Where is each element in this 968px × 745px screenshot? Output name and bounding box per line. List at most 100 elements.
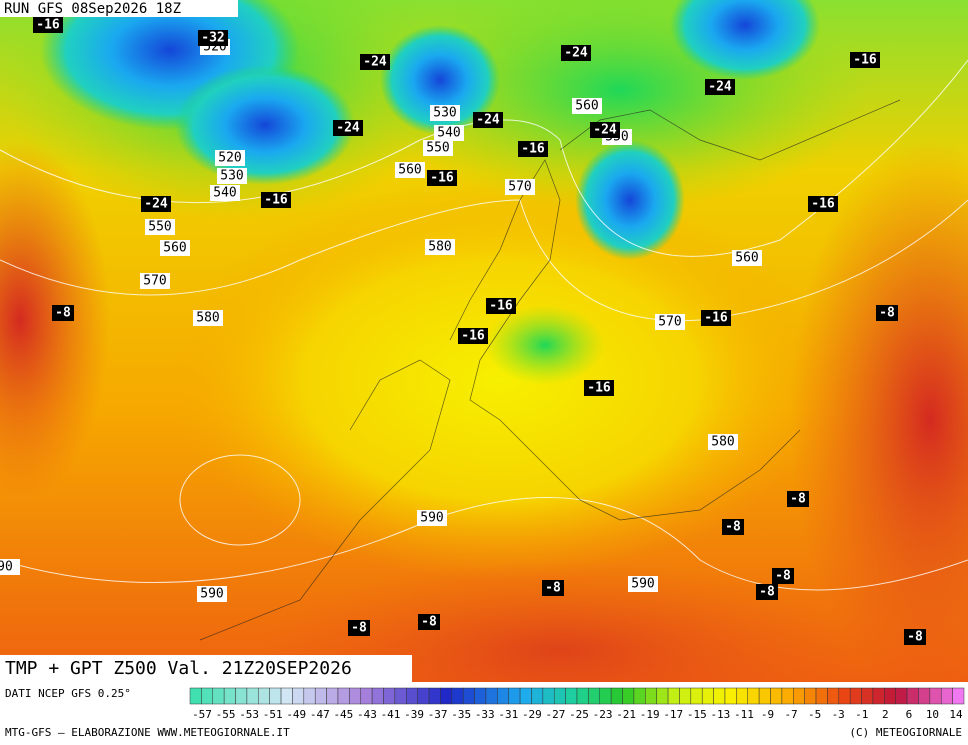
legend-tick-label: -7: [784, 708, 797, 721]
temp-label-bg: [141, 196, 171, 212]
legend-swatch: [918, 687, 931, 705]
height-label: 540: [437, 126, 460, 141]
height-label: 570: [508, 180, 531, 195]
temp-label-bg: [590, 122, 620, 138]
height-label-bg: [655, 314, 685, 330]
legend-swatch: [246, 687, 259, 705]
legend-swatch: [815, 687, 828, 705]
legend-tick-label: -27: [546, 708, 566, 721]
legend-swatch: [588, 687, 601, 705]
legend-swatch: [667, 687, 680, 705]
legend-tick-label: -53: [239, 708, 259, 721]
temp-label: -24: [564, 46, 588, 61]
temp-label: -16: [853, 53, 877, 68]
height-label-bg: [732, 250, 762, 266]
height-label: 560: [575, 99, 598, 114]
legend-tick-label: -55: [216, 708, 236, 721]
legend-tick-label: 14: [949, 708, 963, 721]
legend-tick-label: -3: [832, 708, 845, 721]
height-label: 540: [213, 186, 236, 201]
height-label-bg: [217, 168, 247, 184]
legend-tick-label: -9: [761, 708, 774, 721]
legend-tick-label: -23: [593, 708, 613, 721]
legend-swatch: [531, 687, 544, 705]
producer: MTG-GFS — ELABORAZIONE WWW.METEOGIORNALE…: [5, 726, 290, 739]
legend-tick-label: -47: [310, 708, 330, 721]
temp-label-bg: [808, 196, 838, 212]
legend-tick-label: -5: [808, 708, 821, 721]
height-label: 550: [148, 220, 171, 235]
legend-tick-label: -35: [451, 708, 471, 721]
legend-swatch: [656, 687, 669, 705]
legend-swatch: [314, 687, 327, 705]
legend-swatch: [781, 687, 794, 705]
height-label: 560: [398, 163, 421, 178]
height-label: 530: [220, 169, 243, 184]
legend-swatch: [440, 687, 453, 705]
legend-swatch: [394, 687, 407, 705]
legend-swatch: [497, 687, 509, 705]
temp-label-bg: [850, 52, 880, 68]
legend-swatch: [360, 687, 373, 705]
legend-swatch: [417, 687, 430, 705]
temp-label-bg: [418, 614, 440, 630]
credit: (C) METEOGIORNALE: [849, 726, 962, 739]
temp-label-bg: [486, 298, 516, 314]
temp-label: -24: [476, 113, 500, 128]
height-label-bg: [215, 150, 245, 166]
legend-tick-label: -43: [357, 708, 377, 721]
legend-tick-label: -39: [404, 708, 424, 721]
temp-label: -24: [708, 80, 732, 95]
legend-swatch: [201, 687, 214, 705]
height-label: 560: [735, 251, 758, 266]
legend-tick-label: 10: [926, 708, 939, 721]
legend-swatch: [349, 687, 361, 705]
temp-label-bg: [584, 380, 614, 396]
height-label-bg: [210, 185, 240, 201]
temp-label: -16: [461, 329, 485, 344]
legend-tick-label: -31: [498, 708, 518, 721]
height-label-bg: [708, 434, 738, 450]
legend-tick-label: -19: [640, 708, 660, 721]
temp-label-bg: [542, 580, 564, 596]
height-label-bg: [628, 576, 658, 592]
temp-label: -8: [351, 621, 367, 636]
legend-swatch: [485, 687, 498, 705]
legend-swatch: [269, 687, 282, 705]
temp-label: -16: [264, 193, 288, 208]
legend-swatch: [645, 687, 657, 705]
height-label-bg: [395, 162, 425, 178]
temp-label: -16: [704, 311, 728, 326]
temp-label: -8: [421, 615, 437, 630]
height-label-bg: [430, 105, 460, 121]
legend-swatch: [849, 687, 862, 705]
temp-label: -24: [336, 121, 360, 136]
temp-label-bg: [904, 629, 926, 645]
temp-label: -8: [759, 585, 775, 600]
legend-tick-label: -57: [192, 708, 212, 721]
temp-label: -8: [879, 306, 895, 321]
legend-swatch: [724, 687, 737, 705]
height-label-bg: [505, 179, 535, 195]
height-label-bg: [425, 239, 455, 255]
temp-label-bg: [52, 305, 74, 321]
legend-swatch: [929, 687, 942, 705]
legend-tick-label: -41: [381, 708, 401, 721]
temp-label: -16: [36, 18, 60, 33]
temp-label: -8: [907, 630, 923, 645]
legend-tick-label: 6: [906, 708, 913, 721]
legend-swatch: [474, 687, 487, 705]
temp-label-bg: [561, 45, 591, 61]
legend-swatch: [565, 687, 578, 705]
legend-swatch: [861, 687, 874, 705]
legend-swatch: [542, 687, 555, 705]
height-label: 560: [163, 241, 186, 256]
legend-tick-label: -25: [569, 708, 589, 721]
temp-label: -8: [775, 569, 791, 584]
legend-tick-label: -1: [855, 708, 868, 721]
run-box: [0, 0, 238, 17]
legend-swatch: [827, 687, 840, 705]
legend-swatch: [292, 687, 305, 705]
